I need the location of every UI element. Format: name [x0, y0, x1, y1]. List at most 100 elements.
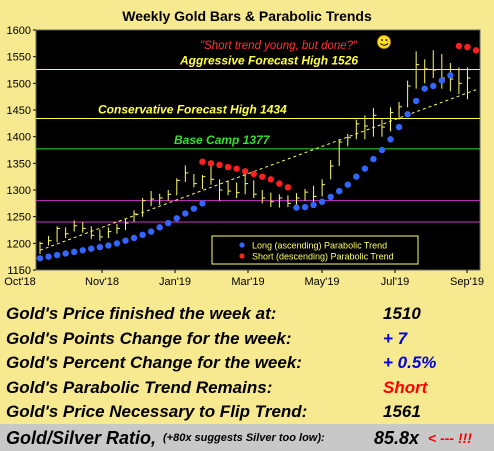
- long-trend-dot: [173, 215, 180, 222]
- long-trend-dot: [404, 111, 411, 118]
- short-trend-dot: [250, 170, 257, 178]
- stat-row: Gold's Points Change for the week: + 7: [0, 325, 494, 352]
- y-tick-label: 1200: [7, 238, 31, 250]
- y-tick-label: 1150: [7, 265, 31, 277]
- stat-value: + 0.5%: [383, 353, 437, 372]
- long-trend-dot: [45, 253, 52, 260]
- long-trend-dot: [438, 77, 446, 84]
- long-trend-dot: [182, 210, 189, 217]
- legend-marker: [239, 253, 245, 259]
- plot-area: [35, 29, 481, 271]
- stat-label: Gold's Points Change for the week:: [6, 328, 292, 348]
- stat-row: Gold's Price Necessary to Flip Trend: 156…: [0, 398, 494, 425]
- x-tick-label: Jan'19: [159, 276, 191, 288]
- long-trend-dot: [361, 165, 369, 172]
- long-trend-dot: [96, 243, 104, 251]
- long-trend-dot: [318, 198, 326, 205]
- gold-silver-ratio-row: Gold/Silver Ratio, (+80x suggests Silver…: [0, 424, 494, 451]
- smiley-eye: [385, 39, 388, 41]
- long-trend-dot: [387, 136, 394, 143]
- ratio-marker: < --- !!!: [428, 430, 472, 446]
- short-trend-dot: [267, 176, 275, 183]
- chart-panel: Weekly Gold Bars & Parabolic Trends 1150 1…: [4, 8, 484, 288]
- short-trend-dot: [233, 165, 240, 172]
- long-trend-dot: [301, 203, 309, 211]
- long-trend-dot: [378, 146, 386, 154]
- stat-row: Gold's Percent Change for the week: + 0.5…: [0, 349, 494, 376]
- long-trend-dot: [62, 250, 69, 257]
- reference-line-label: Base Camp 1377: [174, 133, 271, 147]
- y-tick-label: 1450: [7, 105, 31, 117]
- short-trend-dot: [199, 158, 206, 165]
- long-trend-dot: [336, 187, 343, 195]
- long-trend-dot: [190, 205, 198, 212]
- long-trend-dot: [79, 247, 86, 254]
- long-trend-dot: [370, 155, 377, 163]
- long-trend-dot: [113, 240, 121, 247]
- x-tick-label: Jul'19: [381, 276, 409, 288]
- short-trend-dot: [284, 184, 292, 191]
- smiley-eye: [381, 39, 383, 41]
- long-trend-dot: [147, 228, 155, 235]
- long-trend-dot: [353, 173, 360, 180]
- legend-marker: [239, 242, 245, 248]
- long-trend-dot: [447, 72, 454, 79]
- gold-chart: Weekly Gold Bars & Parabolic Trends 1150 1…: [4, 8, 484, 288]
- long-trend-dot: [36, 255, 44, 262]
- y-tick-label: 1600: [7, 25, 31, 37]
- long-trend-dot: [105, 242, 112, 249]
- x-tick-label: Sep'19: [450, 276, 484, 288]
- long-trend-dot: [122, 237, 129, 244]
- smiley-mouth: [380, 43, 389, 46]
- legend-label: Long (ascending) Parabolic Trend: [252, 241, 387, 251]
- long-trend-dot: [395, 123, 403, 131]
- short-trend-dot: [207, 160, 215, 167]
- stat-label: Gold's Parabolic Trend Remains:: [6, 377, 273, 397]
- ratio-value: 85.8x: [374, 428, 420, 448]
- short-trend-dot: [241, 168, 249, 175]
- stat-value: 1510: [383, 304, 421, 323]
- legend-label: Short (descending) Parabolic Trend: [252, 252, 394, 262]
- x-tick-label: May'19: [304, 276, 339, 288]
- y-tick-label: 1550: [7, 52, 31, 64]
- stat-value: 1561: [383, 402, 421, 421]
- stat-row: Gold's Price finished the week at: 1510: [0, 300, 494, 327]
- short-trend-dot: [464, 43, 471, 51]
- short-trend-dot: [472, 47, 480, 54]
- x-tick-label: Oct'18: [4, 276, 35, 288]
- long-trend-dot: [130, 234, 138, 242]
- long-trend-dot: [430, 82, 437, 90]
- long-trend-dot: [310, 201, 317, 209]
- y-tick-label: 1400: [7, 132, 31, 144]
- annotation-text: "Short trend young, but done?": [200, 40, 358, 52]
- long-trend-dot: [165, 219, 172, 227]
- short-trend-dot: [224, 163, 232, 171]
- stat-row: Gold's Parabolic Trend Remains: Short: [0, 374, 494, 401]
- stat-value: + 7: [383, 328, 408, 348]
- short-trend-dot: [216, 161, 223, 169]
- x-tick-label: Nov'18: [85, 276, 119, 288]
- y-tick-label: 1500: [7, 78, 31, 90]
- long-trend-dot: [344, 181, 351, 188]
- stat-label: Gold's Price Necessary to Flip Trend:: [6, 402, 308, 421]
- stat-label: Gold's Price finished the week at:: [6, 304, 277, 323]
- ratio-label: Gold/Silver Ratio,: [6, 428, 157, 448]
- ratio-note: (+80x suggests Silver too low):: [163, 432, 325, 444]
- long-trend-dot: [53, 251, 61, 259]
- reference-line-label: Conservative Forecast High 1434: [98, 103, 287, 117]
- long-trend-dot: [70, 248, 78, 256]
- long-trend-dot: [327, 193, 334, 201]
- y-tick-label: 1300: [7, 185, 31, 197]
- stat-value: Short: [383, 377, 428, 397]
- short-trend-dot: [276, 180, 283, 187]
- reference-line-label: Aggressive Forecast High 1526: [179, 53, 358, 67]
- legend-box: [211, 235, 419, 265]
- long-trend-dot: [293, 204, 300, 211]
- x-tick-label: Mar'19: [231, 276, 264, 288]
- long-trend-dot: [156, 224, 163, 231]
- stat-label: Gold's Percent Change for the week:: [6, 353, 302, 372]
- long-trend-dot: [88, 245, 95, 252]
- long-trend-dot: [139, 231, 146, 238]
- short-trend-dot: [455, 42, 463, 50]
- y-tick-label: 1250: [7, 212, 31, 224]
